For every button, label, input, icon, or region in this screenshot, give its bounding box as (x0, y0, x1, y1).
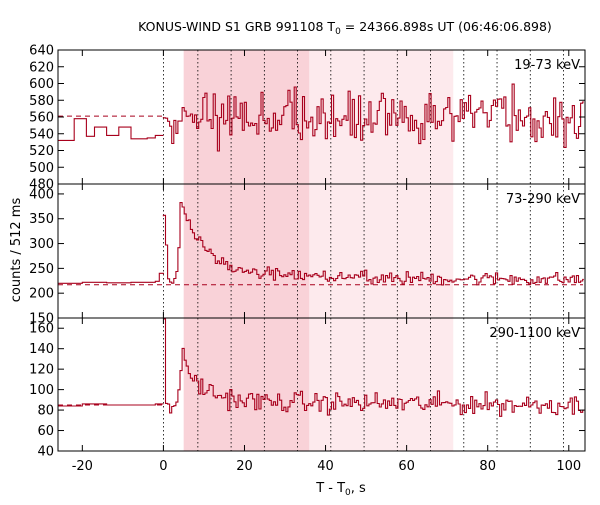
x-tick-label-4: 60 (398, 459, 415, 474)
title-main: KONUS-WIND S1 GRB 991108 T (138, 19, 335, 34)
axis-ticks (58, 49, 585, 452)
y-tick-label-2-0: 150 (29, 312, 54, 327)
x-tick-label-2: 20 (236, 459, 253, 474)
burst-series-2 (162, 202, 584, 286)
y-tick-label-2-2: 250 (29, 262, 54, 277)
y-tick-label-1-4: 560 (29, 111, 54, 126)
pre-burst-series-2 (58, 272, 164, 284)
y-tick-label-3-3: 100 (29, 383, 54, 398)
y-axis-title: counts / 512 ms (9, 198, 24, 303)
x-axis-title: T - T0, s (315, 481, 366, 498)
chart-title: KONUS-WIND S1 GRB 991108 T0 = 24366.898s… (138, 19, 552, 37)
y-tick-label-1-6: 600 (29, 77, 54, 92)
y-tick-label-1-3: 540 (29, 127, 54, 142)
y-tick-label-2-5: 400 (29, 187, 54, 202)
title-rest: = 24366.898s UT (06:46:06.898) (341, 19, 552, 34)
y-tick-label-3-2: 80 (37, 404, 54, 419)
y-tick-label-3-5: 140 (29, 342, 54, 357)
xlabel-main: T - T (315, 481, 345, 496)
xlabel-rest: , s (351, 481, 366, 496)
y-tick-label-3-6: 160 (29, 322, 54, 337)
x-tick-label-5: 80 (479, 459, 496, 474)
y-tick-label-2-4: 350 (29, 212, 54, 227)
y-tick-label-2-1: 200 (29, 287, 54, 302)
y-tick-label-1-8: 640 (29, 44, 54, 59)
x-tick-label-3: 40 (317, 459, 334, 474)
y-tick-label-3-1: 60 (37, 424, 54, 439)
burst-series-1 (162, 83, 584, 152)
title-subscript: 0 (335, 27, 341, 37)
energy-band-label-1: 19-73 keV (514, 58, 580, 73)
y-tick-label-1-7: 620 (29, 60, 54, 75)
y-tick-label-3-4: 120 (29, 363, 54, 378)
burst-series-3 (163, 318, 584, 417)
y-tick-label-3-0: 40 (37, 445, 54, 460)
xlabel-subscript: 0 (345, 488, 351, 498)
panel-frame-3 (57, 317, 586, 452)
y-tick-label-1-5: 580 (29, 94, 54, 109)
x-tick-label-0: -20 (72, 459, 93, 474)
pre-burst-series-3 (58, 403, 164, 407)
vertical-dotted-lines (162, 50, 564, 451)
y-tick-label-1-0: 480 (29, 178, 54, 193)
y-tick-label-1-2: 520 (29, 144, 54, 159)
y-tick-label-1-1: 500 (29, 161, 54, 176)
x-tick-label-1: 0 (159, 459, 167, 474)
lightcurve-series (58, 83, 584, 417)
y-tick-label-2-3: 300 (29, 237, 54, 252)
x-tick-label-6: 100 (556, 459, 581, 474)
energy-band-label-2: 73-290 keV (506, 192, 580, 207)
pre-burst-series-1 (58, 118, 164, 141)
energy-band-label-3: 290-1100 keV (489, 326, 580, 341)
